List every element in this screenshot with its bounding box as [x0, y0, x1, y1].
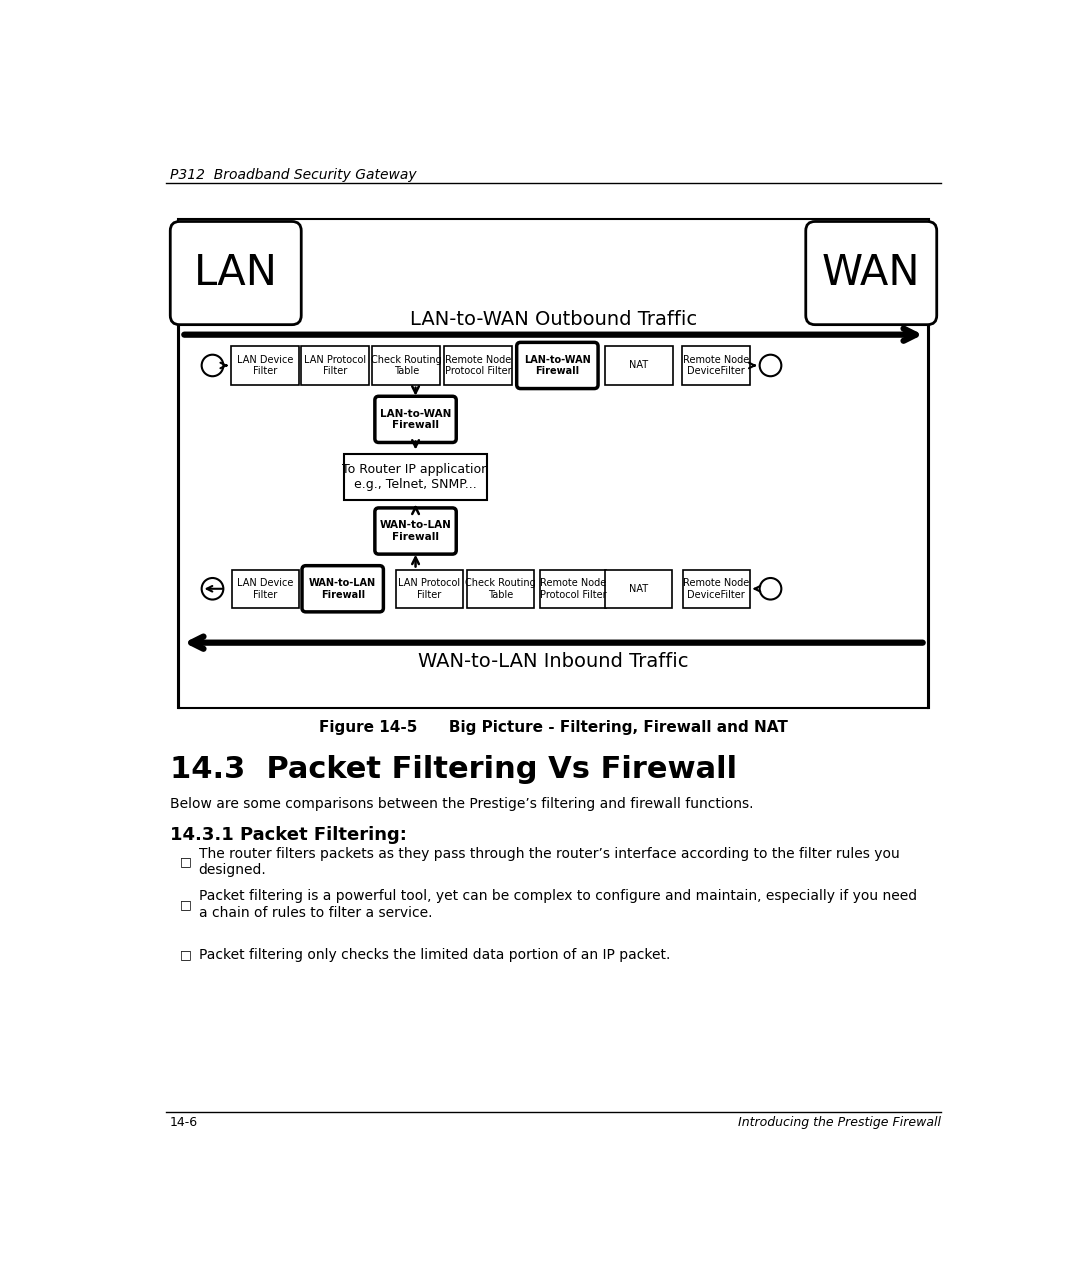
Text: WAN-to-LAN
Firewall: WAN-to-LAN Firewall	[379, 520, 451, 542]
Circle shape	[202, 355, 224, 377]
Text: □: □	[180, 898, 192, 911]
Text: □: □	[180, 948, 192, 961]
Text: 14.3  Packet Filtering Vs Firewall: 14.3 Packet Filtering Vs Firewall	[170, 756, 737, 784]
FancyBboxPatch shape	[516, 342, 598, 388]
Bar	[373, 346, 441, 384]
Text: LAN Protocol
Filter: LAN Protocol Filter	[399, 578, 460, 600]
Text: WAN-to-LAN
Firewall: WAN-to-LAN Firewall	[309, 578, 376, 600]
FancyBboxPatch shape	[375, 396, 456, 442]
Text: Below are some comparisons between the Prestige’s filtering and firewall functio: Below are some comparisons between the P…	[170, 797, 754, 811]
Text: Figure 14-5      Big Picture - Filtering, Firewall and NAT: Figure 14-5 Big Picture - Filtering, Fir…	[319, 720, 788, 735]
Text: Remote Node
DeviceFilter: Remote Node DeviceFilter	[684, 578, 750, 600]
Text: 14-6: 14-6	[170, 1116, 198, 1129]
Bar	[301, 346, 369, 384]
Bar	[683, 346, 751, 384]
Text: Remote Node
DeviceFilter: Remote Node DeviceFilter	[684, 355, 750, 377]
Text: 14.3.1 Packet Filtering:: 14.3.1 Packet Filtering:	[170, 826, 407, 844]
Text: Introducing the Prestige Firewall: Introducing the Prestige Firewall	[738, 1116, 941, 1129]
Text: WAN: WAN	[822, 252, 920, 295]
Text: Remote Node
Protocol Filter: Remote Node Protocol Filter	[540, 578, 606, 600]
Text: The router filters packets as they pass through the router’s interface according: The router filters packets as they pass …	[199, 847, 900, 877]
Circle shape	[202, 578, 224, 600]
Text: NAT: NAT	[630, 584, 648, 594]
Bar	[177, 219, 930, 708]
Text: LAN-to-WAN Outbound Traffic: LAN-to-WAN Outbound Traffic	[410, 310, 697, 329]
Text: To Router IP application
e.g., Telnet, SNMP...: To Router IP application e.g., Telnet, S…	[342, 464, 489, 491]
Text: Check Routing
Table: Check Routing Table	[465, 578, 536, 600]
Text: LAN-to-WAN
Firewall: LAN-to-WAN Firewall	[524, 355, 591, 377]
FancyBboxPatch shape	[302, 566, 383, 612]
Text: Remote Node
Protocol Filter: Remote Node Protocol Filter	[445, 355, 512, 377]
Text: Check Routing
Table: Check Routing Table	[370, 355, 442, 377]
Text: □: □	[180, 856, 192, 869]
Text: NAT: NAT	[630, 360, 648, 370]
Text: P312  Broadband Security Gateway: P312 Broadband Security Gateway	[170, 168, 417, 182]
FancyBboxPatch shape	[171, 222, 301, 324]
Bar	[396, 570, 463, 608]
Bar	[606, 570, 672, 608]
Bar	[683, 570, 750, 608]
Text: LAN Device
Filter: LAN Device Filter	[237, 578, 294, 600]
Circle shape	[759, 355, 781, 377]
Bar	[343, 453, 487, 500]
Bar	[231, 346, 299, 384]
Text: Packet filtering is a powerful tool, yet can be complex to configure and maintai: Packet filtering is a powerful tool, yet…	[199, 889, 917, 920]
FancyBboxPatch shape	[806, 222, 936, 324]
Text: LAN Device
Filter: LAN Device Filter	[237, 355, 294, 377]
FancyBboxPatch shape	[375, 509, 456, 555]
Text: LAN-to-WAN
Firewall: LAN-to-WAN Firewall	[380, 409, 451, 430]
Bar	[232, 570, 298, 608]
Bar	[444, 346, 512, 384]
Circle shape	[759, 578, 781, 600]
Text: WAN-to-LAN Inbound Traffic: WAN-to-LAN Inbound Traffic	[418, 652, 689, 671]
Bar	[540, 570, 606, 608]
Text: Packet filtering only checks the limited data portion of an IP packet.: Packet filtering only checks the limited…	[199, 948, 670, 962]
Text: LAN: LAN	[193, 252, 278, 295]
Bar	[468, 570, 535, 608]
Text: LAN Protocol
Filter: LAN Protocol Filter	[303, 355, 366, 377]
Bar	[605, 346, 673, 384]
